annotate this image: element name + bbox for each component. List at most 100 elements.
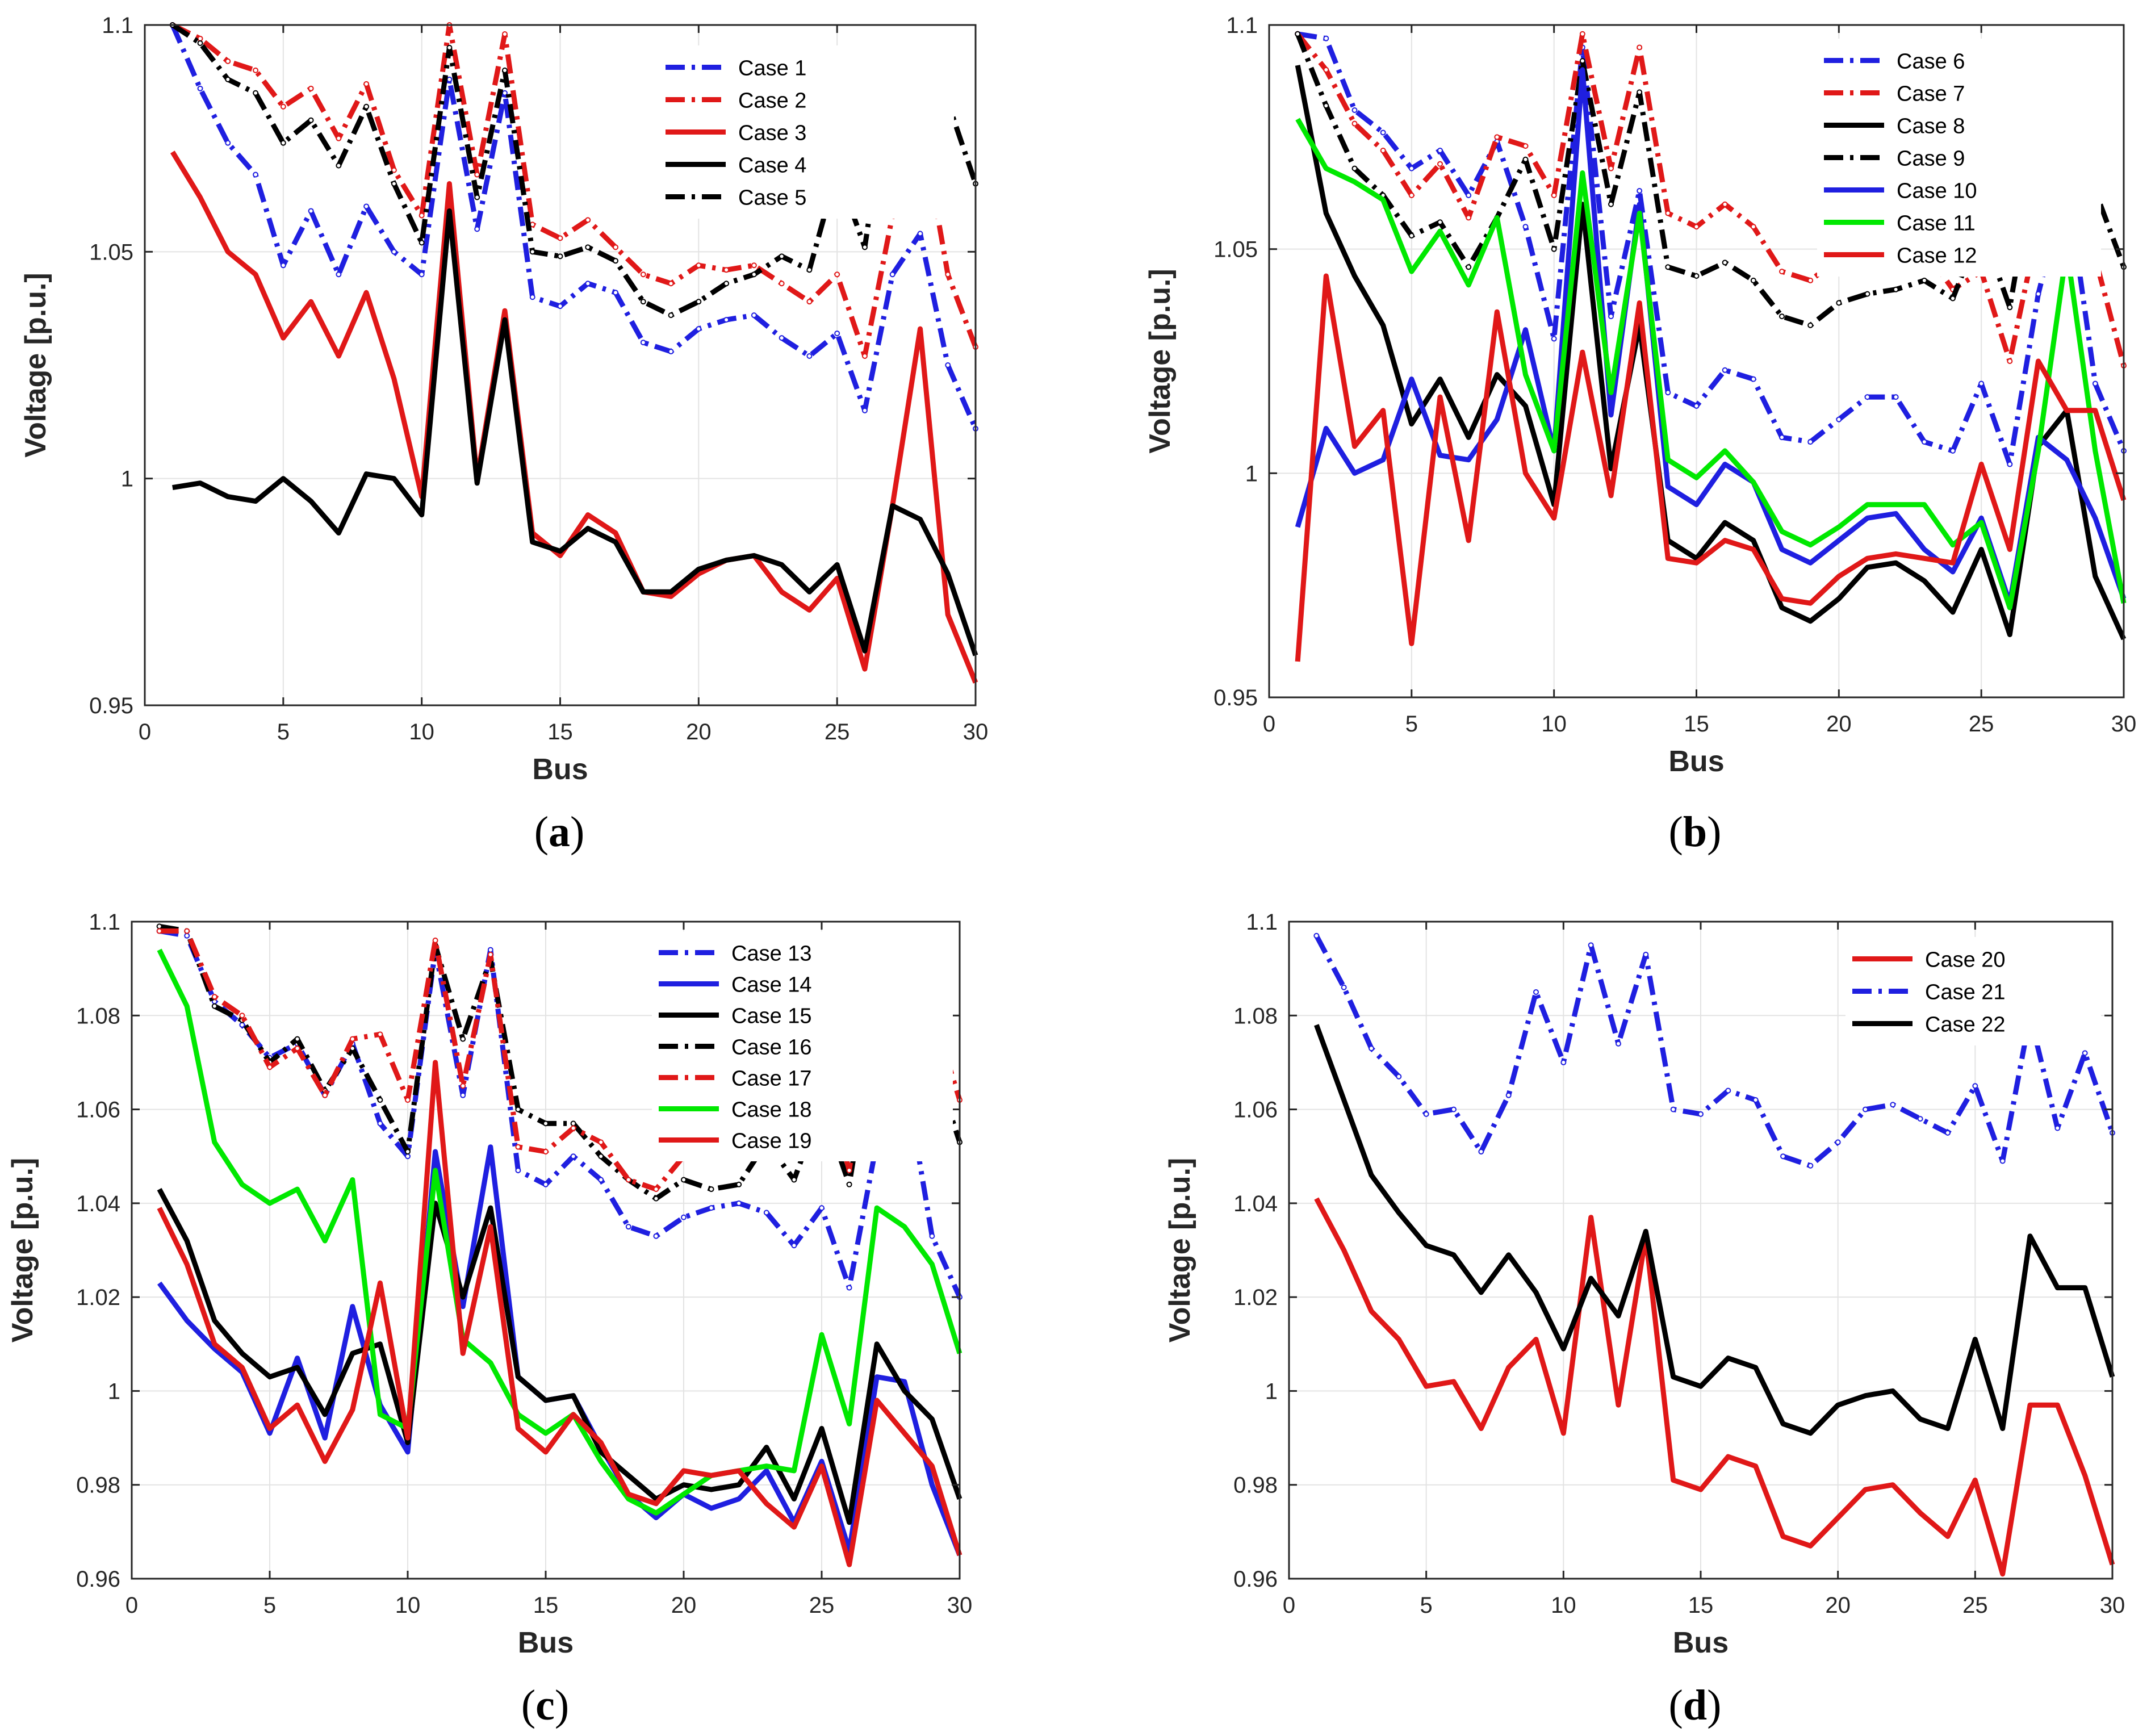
data-point [570,1125,576,1131]
y-tick-label: 1.02 [1233,1285,1278,1310]
legend-label: Case 16 [731,1036,812,1060]
y-tick-label: 1 [1245,461,1258,486]
data-point [585,244,591,250]
legend-label: Case 18 [731,1098,812,1122]
axis-ticks [1288,921,2114,1580]
legend: Case 6 Case 7 Case 8 Case 9 Case 10 Case 11 Ca… [1817,39,2101,277]
data-point [1616,1040,1621,1047]
data-point [598,1177,604,1183]
data-point [653,1195,659,1202]
data-point [861,244,868,250]
data-point [487,951,493,957]
data-point [696,299,702,305]
data-point [557,253,563,260]
y-tick-label: 0.95 [89,693,133,718]
data-point [308,208,314,214]
data-point [2007,358,2013,364]
data-point [846,1168,852,1174]
data-point [1893,394,1899,400]
caption-open-paren: ( [534,808,549,856]
chart-panel-a: 0 5 10 15 20 25 30 0.95 1 1.05 1.1 Bus Voltage [p.u.… [19,13,988,856]
data-point [1670,1106,1676,1112]
y-axis-label: Voltage [p.u.] [6,1158,39,1342]
series-line-case-9 [1295,33,2127,328]
data-point [225,76,231,82]
data-point [1864,291,1870,297]
data-point [156,923,162,930]
data-point [1836,300,1842,306]
data-point [1921,439,1927,445]
data-point [1722,260,1728,266]
data-point [1437,148,1443,154]
data-point [1780,1153,1786,1160]
data-point [1637,188,1643,194]
data-point [2082,1050,2088,1056]
data-point [570,1153,576,1160]
y-tick-label: 0.98 [1233,1473,1278,1498]
y-tick-label: 1.04 [1233,1191,1278,1216]
data-point [391,249,397,255]
data-point [779,335,785,341]
y-tick-label: 1.04 [76,1191,120,1216]
data-point [861,407,868,413]
panel-caption: (a) [534,808,585,856]
data-point [1950,447,1956,454]
data-point [557,235,563,241]
data-point [1466,264,1472,270]
data-point [308,117,314,123]
data-point [1494,134,1500,140]
data-point [640,340,646,346]
data-point [668,349,674,355]
data-point [945,362,951,368]
caption-open-paren: ( [521,1681,535,1729]
data-point [1588,942,1594,948]
data-point [1807,1162,1814,1169]
data-point [1466,215,1472,221]
data-point [197,40,203,46]
data-point [267,1064,273,1070]
data-point [280,262,286,269]
data-point [1608,165,1614,171]
data-point [1313,932,1320,939]
chart-panel-c: 0 5 10 15 20 25 30 0.96 0.98 1 1.02 1.04 1.06 1.08 1.1… [6,910,972,1729]
y-tick-label: 0.96 [76,1567,120,1592]
data-point [308,85,314,91]
x-tick-label: 30 [2100,1593,2125,1618]
y-tick-label: 1 [121,467,133,492]
data-point [419,212,425,219]
legend: Case 13 Case 14 Case 15 Case 16 Case 17 Case … [652,931,953,1161]
x-tick-label: 25 [825,720,850,744]
x-tick-label: 20 [686,720,712,744]
data-point [585,281,591,287]
data-point [432,938,438,944]
series-line-case-2 [171,22,978,359]
data-point [460,1092,466,1098]
legend-label: Case 20 [1925,948,2006,972]
data-point [1466,192,1472,198]
data-point [681,1177,687,1183]
y-tick-label: 1.06 [1233,1098,1278,1123]
data-point [322,1092,328,1098]
data-point [736,1181,742,1187]
x-tick-label: 20 [671,1593,697,1618]
legend-label: Case 12 [1897,244,1977,268]
data-point [1522,156,1529,162]
data-point [1945,1130,1951,1136]
data-point [613,244,619,250]
data-point [1451,1106,1457,1112]
data-point [1380,129,1386,136]
data-point [501,67,508,73]
x-axis-label: Bus [1673,1626,1729,1659]
legend-label: Case 4 [738,154,806,178]
data-point [1323,66,1329,73]
series-line-case-19 [157,1060,962,1567]
data-point [570,1120,576,1127]
series-line-case-18 [157,948,962,1516]
x-tick-label: 0 [125,1593,138,1618]
legend-label: Case 3 [738,122,806,145]
x-tick-label: 5 [277,720,290,744]
legend-label: Case 15 [731,1005,812,1028]
legend-label: Case 2 [738,89,806,113]
x-tick-label: 0 [139,720,151,744]
